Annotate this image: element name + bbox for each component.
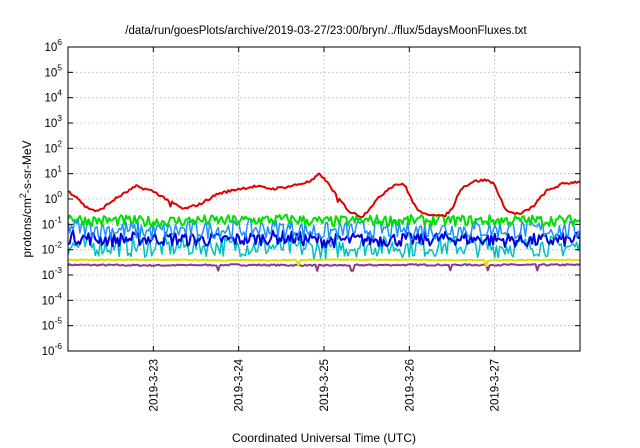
y-tick-label: 10-6	[42, 341, 63, 358]
y-axis-label-base: protons/cm	[20, 198, 34, 257]
x-tick-label: 2019-3-24	[234, 358, 246, 411]
y-axis-label: protons/cm2-s-sr-MeV	[18, 140, 34, 257]
y-axis-label-sup: 2	[18, 193, 28, 198]
series-line-1	[67, 172, 581, 219]
y-tick-label: 101	[44, 164, 62, 181]
series-line-2	[67, 213, 581, 229]
series-line-5	[67, 234, 581, 260]
y-tick-label: 10-3	[42, 265, 63, 282]
x-axis: 2019-3-23 2019-3-24 2019-3-25 2019-3-26 2019…	[148, 47, 502, 411]
y-tick-label: 106	[44, 37, 62, 54]
series-line-7	[67, 263, 581, 272]
y-tick-label: 10-1	[42, 214, 63, 231]
chart-title: /data/run/goesPlots/archive/2019-03-27/2…	[125, 25, 527, 37]
series-layer	[67, 172, 581, 272]
y-axis: 10-6 10-5 10-4 10-3 10-2 10-1 100 101 102 103 104 1…	[42, 37, 580, 358]
series-line-6	[67, 258, 580, 268]
y-tick-label: 10-4	[42, 290, 63, 307]
y-tick-label: 103	[44, 113, 62, 130]
x-tick-label: 2019-3-26	[404, 359, 416, 411]
y-tick-label: 102	[44, 138, 62, 155]
y-tick-label: 105	[44, 62, 62, 79]
x-tick-label: 2019-3-23	[148, 359, 160, 411]
series-line-4	[67, 229, 581, 249]
grid	[68, 47, 580, 351]
y-tick-label: 104	[44, 88, 62, 105]
y-axis-label-rest: -s-sr-MeV	[20, 140, 34, 193]
x-tick-label: 2019-3-25	[319, 359, 331, 411]
x-tick-label: 2019-3-27	[490, 359, 502, 411]
y-tick-label: 10-2	[42, 240, 63, 257]
y-tick-label: 10-5	[42, 316, 63, 333]
y-tick-label: 100	[44, 189, 62, 206]
x-axis-label: Coordinated Universal Time (UTC)	[232, 431, 416, 445]
